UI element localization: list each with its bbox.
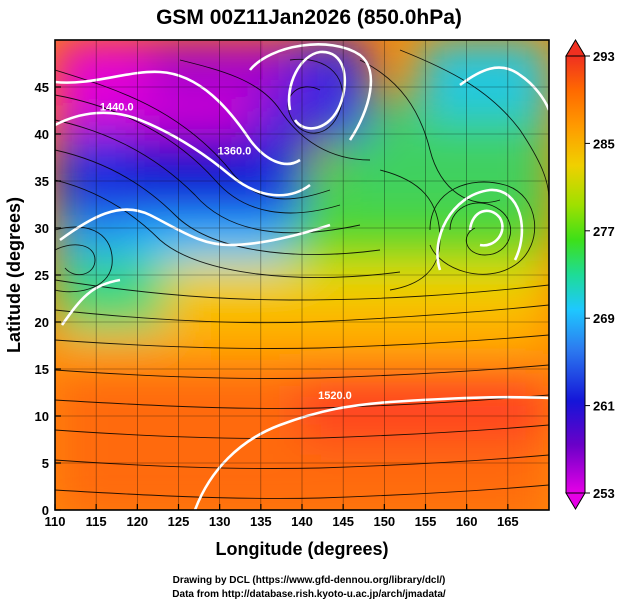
colorbar: 253 261 269 277 285 293 [565,39,615,510]
contour-label: 1360.0 [218,146,252,158]
colorbar-tick-label: 293 [593,49,615,64]
y-tick-label: 15 [35,362,49,377]
y-tick-label: 25 [35,268,49,283]
colorbar-tick-label: 261 [593,399,615,414]
contour-line [248,43,373,141]
x-tick-label: 120 [126,514,148,529]
x-axis-label: Longitude (degrees) [215,539,388,559]
x-tick-label: 140 [291,514,313,529]
contour-line [459,66,549,111]
y-tick-label: 35 [35,174,49,189]
y-tick-label: 30 [35,221,49,236]
colorbar-min-arrow [565,492,586,510]
y-tick-label: 45 [35,80,49,95]
x-tick-label: 145 [332,514,354,529]
credit-drawing: Drawing by DCL (https://www.gfd-dennou.o… [173,575,446,586]
colorbar-bar [565,55,586,494]
colorbar-ticks: 253 261 269 277 285 293 [585,49,615,501]
y-axis-label: Latitude (degrees) [4,197,24,353]
y-tick-label: 40 [35,127,49,142]
contour-line [55,70,301,166]
contour-line [60,278,121,326]
colorbar-tick-label: 269 [593,311,615,326]
x-tick-label: 125 [168,514,190,529]
colorbar-max-arrow [565,39,586,57]
x-axis-ticks: 110 115 120 125 130 135 140 145 150 155 160 165 [45,504,519,529]
y-tick-label: 20 [35,315,49,330]
contour-line [59,208,331,247]
contour-label: 1440.0 [100,102,134,114]
contour-line [55,111,311,197]
x-tick-label: 135 [250,514,272,529]
colorbar-tick-label: 277 [593,224,615,239]
credit-data: Data from http://database.rish.kyoto-u.a… [172,589,446,600]
x-tick-label: 155 [415,514,437,529]
colorbar-tick-label: 253 [593,486,615,501]
y-tick-label: 5 [42,456,49,471]
y-axis-ticks: 0 5 10 15 20 25 30 35 40 45 [35,80,61,518]
contour-line [193,395,549,510]
x-tick-label: 150 [373,514,395,529]
contour-label: 1520.0 [318,390,352,402]
contour-line [468,209,504,247]
y-tick-label: 10 [35,409,49,424]
x-tick-label: 115 [86,514,107,529]
x-tick-label: 110 [45,514,66,529]
y-tick-label: 0 [42,503,49,518]
map-title: GSM 00Z11Jan2026 (850.0hPa) [156,6,462,29]
colorbar-tick-label: 285 [593,136,615,151]
lat-lon-grid [55,40,549,510]
x-tick-label: 130 [209,514,231,529]
x-tick-label: 165 [497,514,519,529]
contour-line [436,188,524,271]
x-tick-label: 160 [456,514,478,529]
